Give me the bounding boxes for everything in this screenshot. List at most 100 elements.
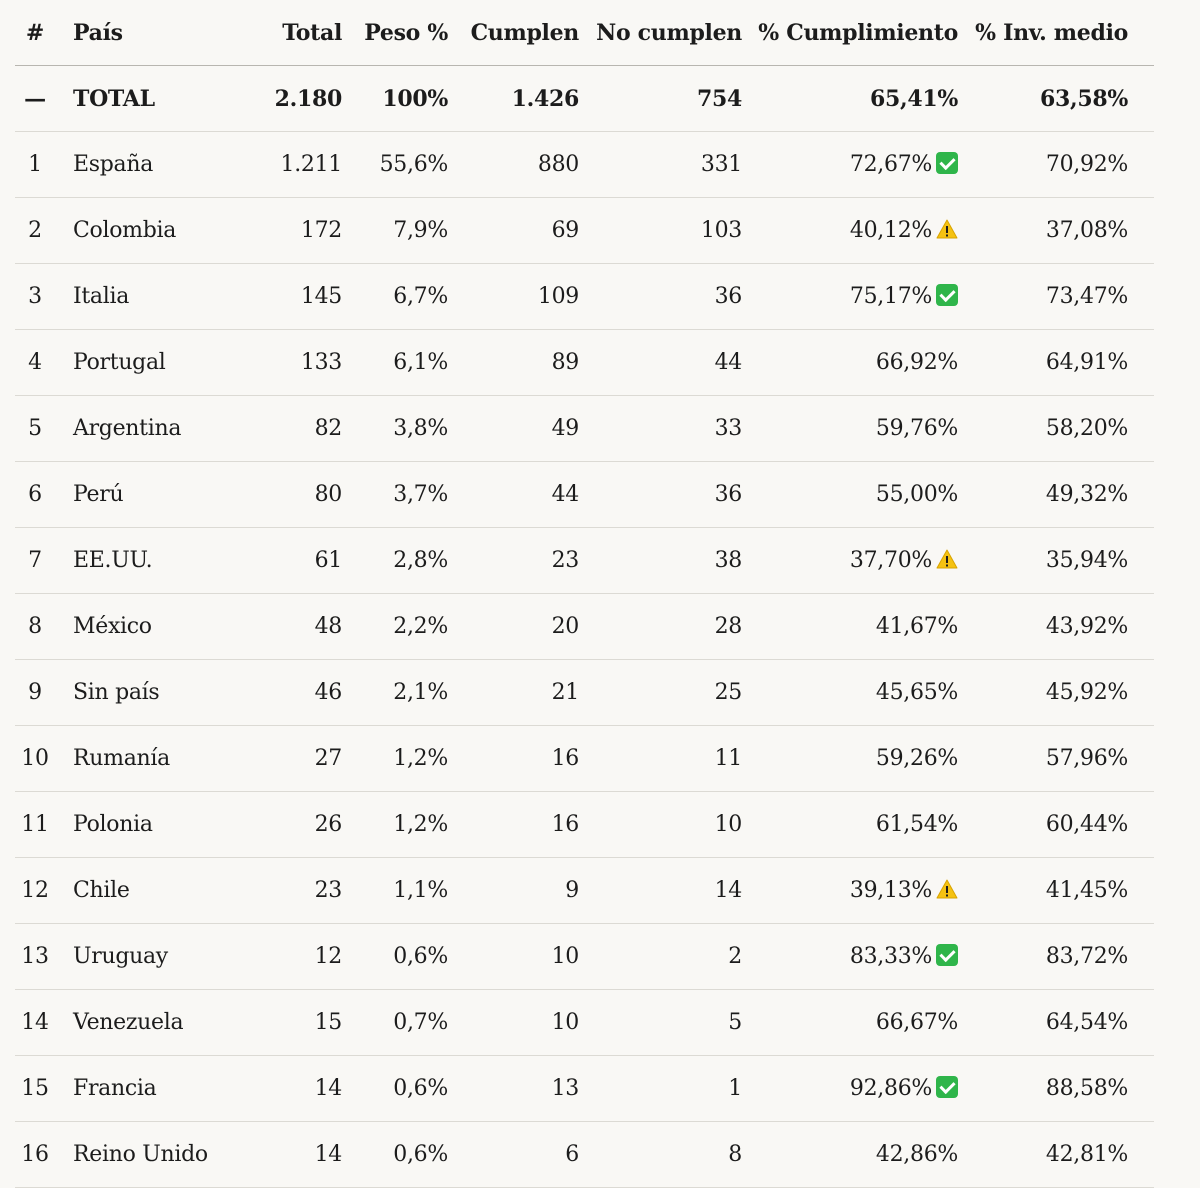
cell-pct-inv-medio: 64,54% [958, 989, 1154, 1056]
cell-total: 12 [265, 923, 342, 990]
cell-pct-cumplimiento: 39,13% [742, 857, 958, 924]
country-table-container: # País Total Peso % Cumplen No cumplen %… [15, 0, 1154, 1188]
header-cumplen: Cumplen [448, 0, 579, 66]
cell-no-cumplen: 33 [579, 395, 742, 462]
cell-total: 133 [265, 329, 342, 396]
total-row: — TOTAL 2.180 100% 1.426 754 65,41% 63,5… [15, 65, 1154, 132]
table-row: 16 Reino Unido 14 0,6% 6 8 42,86% 42,81% [15, 1121, 1154, 1188]
pct-cumplimiento-value: 45,65% [875, 680, 958, 705]
cell-peso: 1,2% [342, 791, 448, 858]
table-body: — TOTAL 2.180 100% 1.426 754 65,41% 63,5… [15, 65, 1154, 1188]
header-pais: País [65, 0, 265, 66]
cell-no-cumplen: 44 [579, 329, 742, 396]
cell-num: 8 [15, 593, 65, 660]
table-row: 6 Perú 80 3,7% 44 36 55,00% 49,32% [15, 461, 1154, 528]
cell-pct-cumplimiento: 83,33% [742, 923, 958, 990]
cell-num: 9 [15, 659, 65, 726]
check-mark-button-icon [936, 284, 958, 306]
cell-pais: Sin país [65, 659, 265, 726]
cell-pct-inv-medio: 43,92% [958, 593, 1154, 660]
cell-pct-inv-medio: 88,58% [958, 1055, 1154, 1122]
header-no-cumplen: No cumplen [579, 0, 742, 66]
cell-num: 3 [15, 263, 65, 330]
cell-no-cumplen: 14 [579, 857, 742, 924]
pct-cumplimiento-value: 72,67% [849, 152, 932, 177]
cell-no-cumplen: 36 [579, 263, 742, 330]
cell-peso: 0,7% [342, 989, 448, 1056]
cell-pais: Portugal [65, 329, 265, 396]
pct-cumplimiento-value: 39,13% [849, 878, 932, 903]
pct-cumplimiento-value: 40,12% [849, 218, 932, 243]
header-pct-cumplimiento: % Cumplimiento [742, 0, 958, 66]
cell-no-cumplen: 8 [579, 1121, 742, 1188]
header-num: # [15, 0, 65, 66]
cell-pais: Chile [65, 857, 265, 924]
cell-pct-cumplimiento: 66,92% [742, 329, 958, 396]
table-row: 4 Portugal 133 6,1% 89 44 66,92% 64,91% [15, 329, 1154, 396]
check-mark-button-icon [936, 1076, 958, 1098]
cell-pct-cumplimiento: 37,70% [742, 527, 958, 594]
cell-pais: Polonia [65, 791, 265, 858]
cell-cumplen: 10 [448, 923, 579, 990]
cell-pais: EE.UU. [65, 527, 265, 594]
cell-cumplen: 23 [448, 527, 579, 594]
cell-pct-cumplimiento: 92,86% [742, 1055, 958, 1122]
table-row: 8 México 48 2,2% 20 28 41,67% 43,92% [15, 593, 1154, 660]
cell-pais: México [65, 593, 265, 660]
total-peso: 100% [342, 65, 448, 132]
cell-num: 13 [15, 923, 65, 990]
pct-cumplimiento-value: 42,86% [875, 1142, 958, 1167]
cell-pct-cumplimiento: 55,00% [742, 461, 958, 528]
cell-peso: 6,1% [342, 329, 448, 396]
table-row: 14 Venezuela 15 0,7% 10 5 66,67% 64,54% [15, 989, 1154, 1056]
cell-num: 12 [15, 857, 65, 924]
check-mark-button-icon [936, 152, 958, 174]
cell-total: 82 [265, 395, 342, 462]
cell-pais: Colombia [65, 197, 265, 264]
cell-cumplen: 20 [448, 593, 579, 660]
cell-pais: Argentina [65, 395, 265, 462]
cell-no-cumplen: 331 [579, 131, 742, 198]
cell-num: 2 [15, 197, 65, 264]
cell-num: 10 [15, 725, 65, 792]
cell-total: 48 [265, 593, 342, 660]
cell-no-cumplen: 2 [579, 923, 742, 990]
cell-num: 6 [15, 461, 65, 528]
total-cumplen: 1.426 [448, 65, 579, 132]
header-row: # País Total Peso % Cumplen No cumplen %… [15, 0, 1154, 66]
header-pct-inv-medio: % Inv. medio [958, 0, 1154, 66]
cell-peso: 0,6% [342, 1055, 448, 1122]
cell-pct-cumplimiento: 59,76% [742, 395, 958, 462]
cell-pct-cumplimiento: 59,26% [742, 725, 958, 792]
table-header: # País Total Peso % Cumplen No cumplen %… [15, 0, 1154, 66]
cell-num: 1 [15, 131, 65, 198]
pct-cumplimiento-value: 66,67% [875, 1010, 958, 1035]
pct-cumplimiento-value: 83,33% [849, 944, 932, 969]
cell-cumplen: 16 [448, 725, 579, 792]
cell-pct-cumplimiento: 72,67% [742, 131, 958, 198]
table-row: 9 Sin país 46 2,1% 21 25 45,65% 45,92% [15, 659, 1154, 726]
pct-cumplimiento-value: 59,76% [875, 416, 958, 441]
cell-pais: Venezuela [65, 989, 265, 1056]
cell-peso: 0,6% [342, 1121, 448, 1188]
cell-pais: Uruguay [65, 923, 265, 990]
cell-pct-inv-medio: 64,91% [958, 329, 1154, 396]
cell-cumplen: 44 [448, 461, 579, 528]
cell-pais: España [65, 131, 265, 198]
cell-total: 145 [265, 263, 342, 330]
cell-total: 26 [265, 791, 342, 858]
warning-icon [936, 878, 958, 900]
pct-cumplimiento-value: 37,70% [849, 548, 932, 573]
cell-pct-cumplimiento: 61,54% [742, 791, 958, 858]
cell-no-cumplen: 5 [579, 989, 742, 1056]
cell-peso: 1,1% [342, 857, 448, 924]
pct-cumplimiento-value: 61,54% [875, 812, 958, 837]
header-total: Total [265, 0, 342, 66]
cell-num: 16 [15, 1121, 65, 1188]
cell-total: 14 [265, 1121, 342, 1188]
cell-total: 27 [265, 725, 342, 792]
cell-pct-inv-medio: 83,72% [958, 923, 1154, 990]
cell-pct-inv-medio: 58,20% [958, 395, 1154, 462]
cell-pct-cumplimiento: 75,17% [742, 263, 958, 330]
cell-pais: Italia [65, 263, 265, 330]
